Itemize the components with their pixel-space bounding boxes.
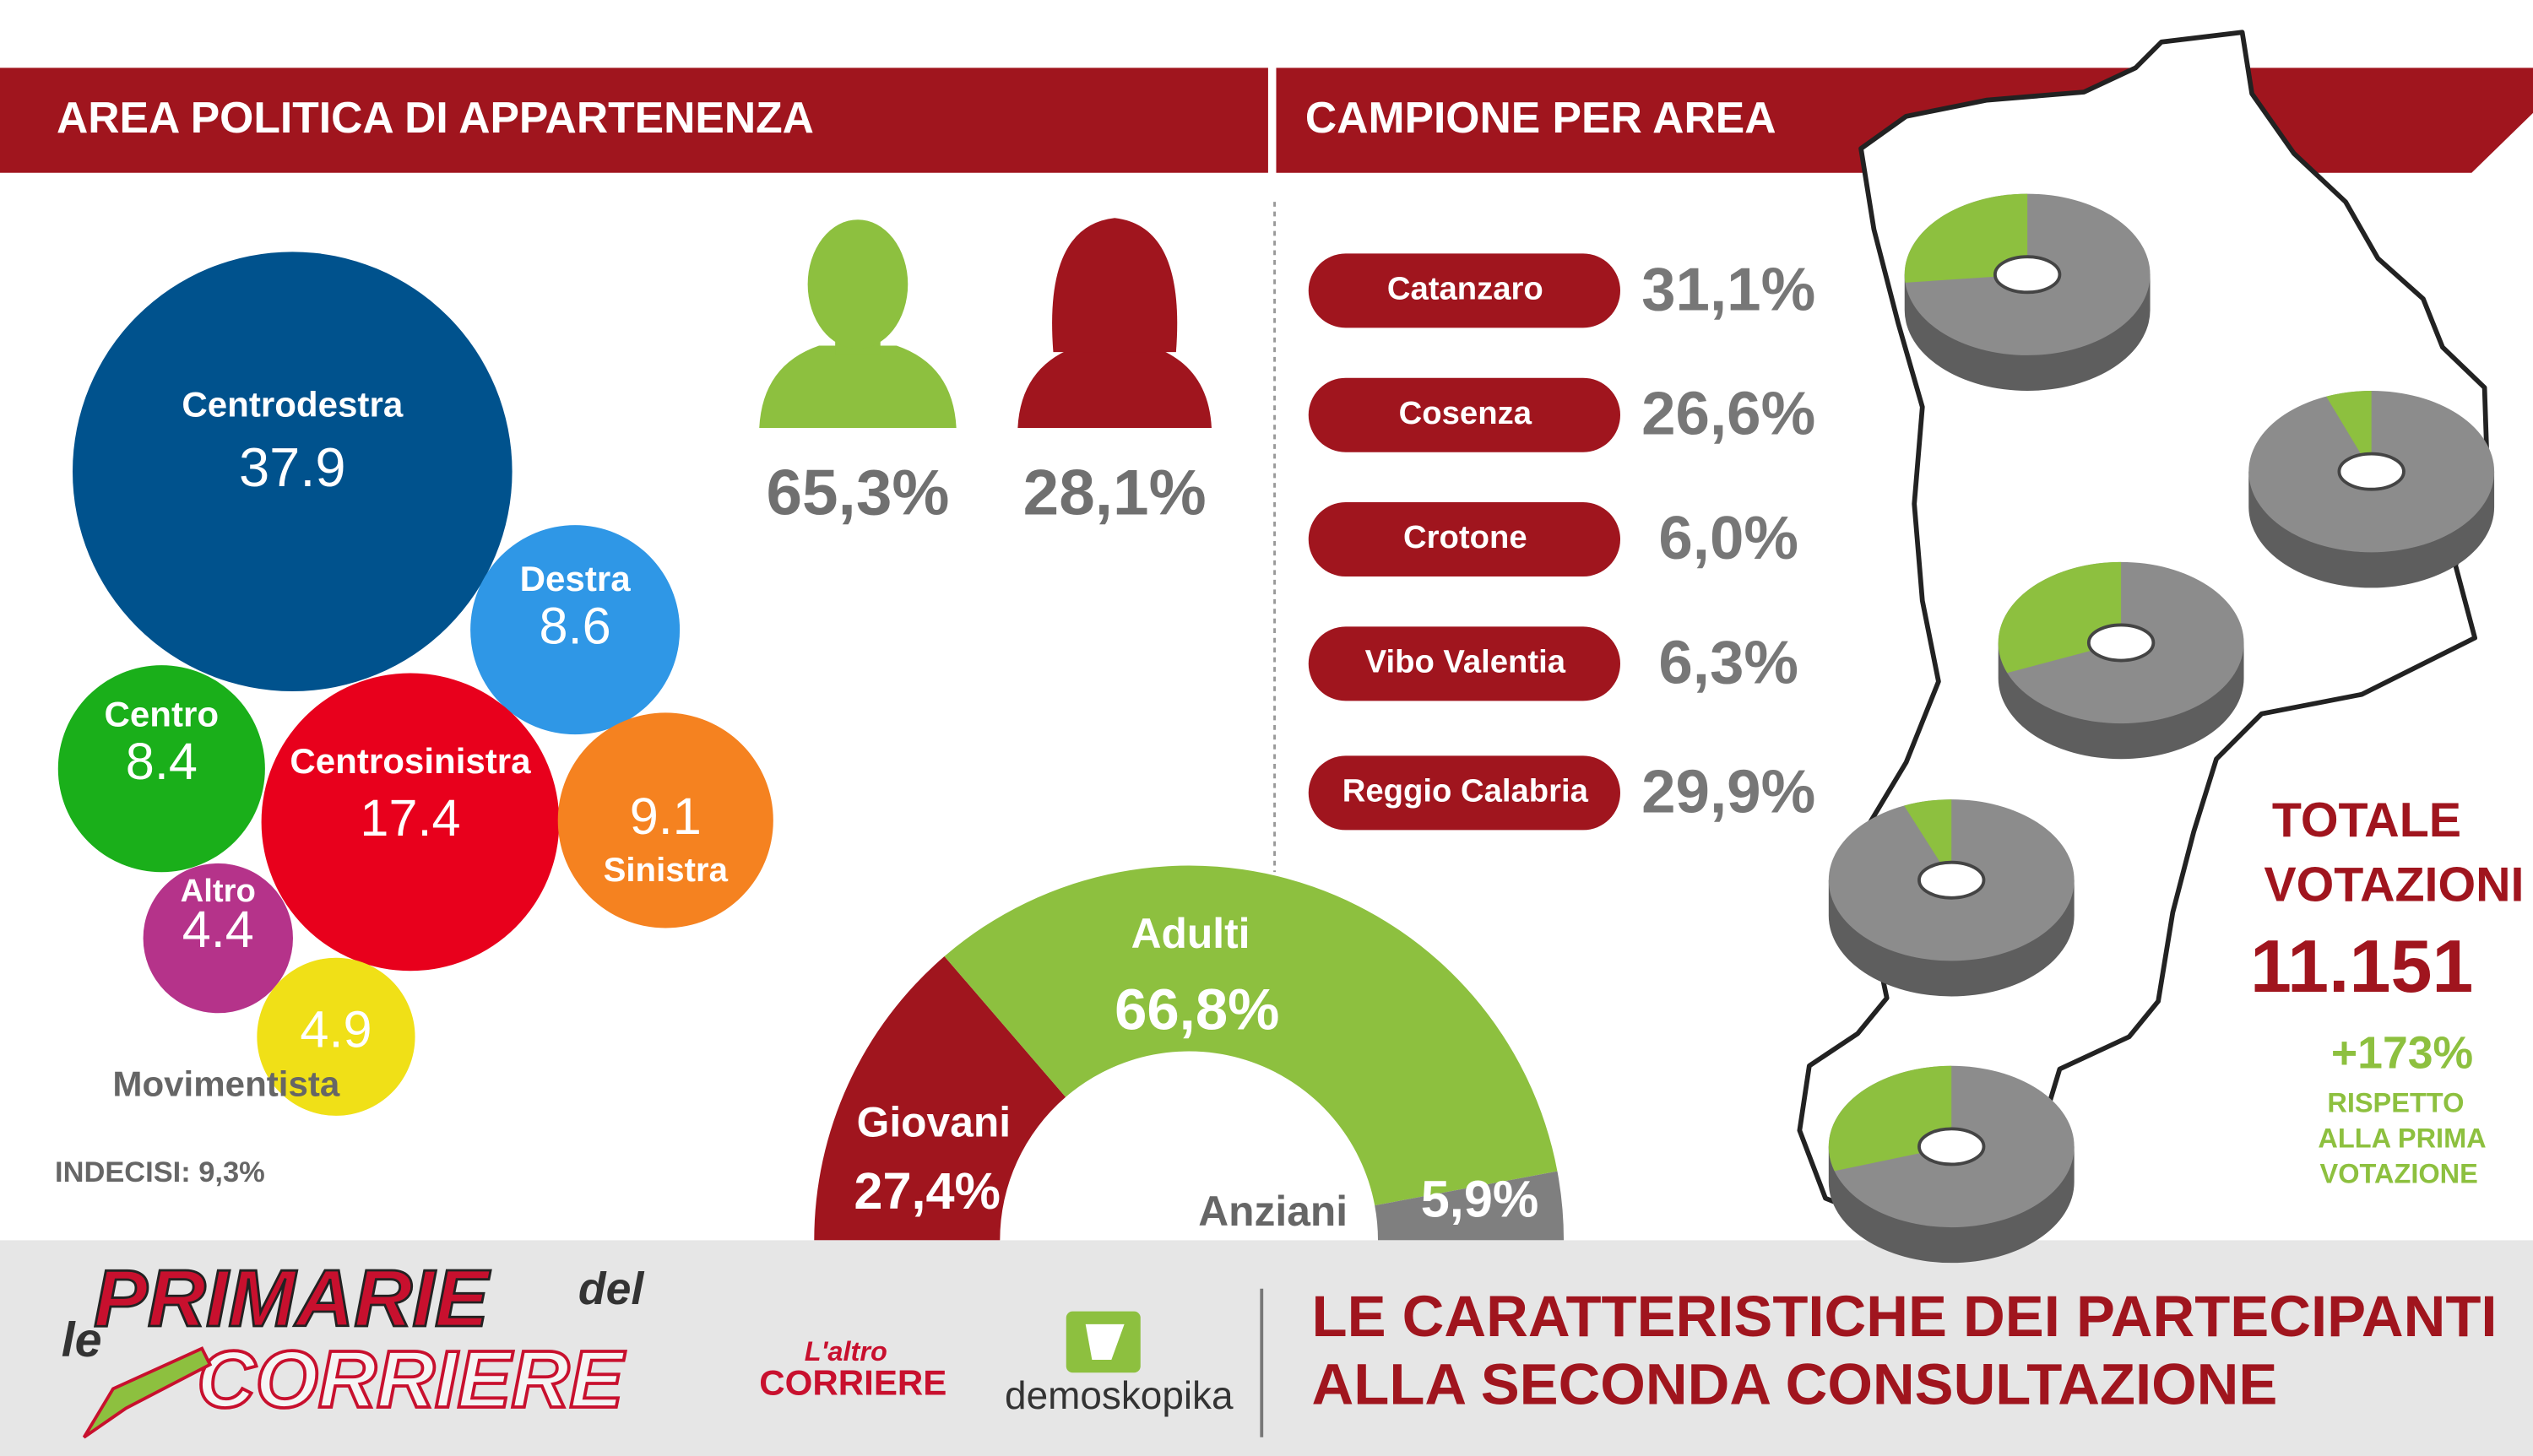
logo-pencil xyxy=(82,1346,213,1439)
section-title: CAMPIONE PER AREA xyxy=(1305,93,1776,142)
donut-segment xyxy=(944,865,1558,1206)
region-name: Reggio Calabria xyxy=(1342,773,1589,809)
region-name: Catanzaro xyxy=(1387,270,1543,306)
pie-hole xyxy=(1917,860,1986,900)
pie-hole xyxy=(1917,1127,1986,1166)
region-value: 6,3% xyxy=(1658,628,1798,696)
donut-segment xyxy=(1375,1171,1565,1241)
annotation: INDECISI: 9,3% xyxy=(55,1156,265,1188)
totals-note: RISPETTO xyxy=(2327,1087,2464,1118)
bubble xyxy=(143,863,293,1014)
bubble xyxy=(57,665,265,873)
bubble-label: Altro xyxy=(181,873,256,909)
bubble xyxy=(257,957,415,1116)
partner-logo: L'altro xyxy=(805,1336,887,1367)
region-value: 29,9% xyxy=(1641,757,1815,825)
sponsor-logo: demoskopika xyxy=(1005,1373,1234,1417)
totals-value: 11.151 xyxy=(2250,924,2473,1008)
logo-text: le xyxy=(62,1313,102,1367)
region-name: Vibo Valentia xyxy=(1365,643,1566,679)
sponsor-icon-shape xyxy=(1085,1323,1125,1360)
segment-label: Adulti xyxy=(1131,910,1250,957)
bubble-value: 8.6 xyxy=(540,597,611,654)
segment-value: 27,4% xyxy=(854,1162,1001,1220)
bubble-label: Centrodestra xyxy=(182,384,403,424)
region-pill xyxy=(1308,626,1621,701)
bubble-value: 9.1 xyxy=(630,788,702,845)
bubble-value: 37.9 xyxy=(239,436,346,498)
segment-label: Anziani xyxy=(1198,1188,1348,1235)
icon-hair xyxy=(1052,218,1178,353)
donut-segment xyxy=(814,956,1066,1241)
region-pill xyxy=(1308,253,1621,328)
region-pill xyxy=(1308,377,1621,452)
bubble-label: Destra xyxy=(520,559,632,598)
icon-body xyxy=(759,345,957,429)
bubble-value: 17.4 xyxy=(360,789,460,847)
bubble xyxy=(470,525,681,735)
logo-text: CORRIERE xyxy=(197,1334,626,1425)
icon-body xyxy=(1017,345,1212,429)
totals-note: ALLA PRIMA xyxy=(2318,1123,2486,1153)
person-icon xyxy=(759,219,957,429)
value-label: 28,1% xyxy=(1023,457,1207,529)
section-title: AREA POLITICA DI APPARTENENZA xyxy=(57,93,814,142)
pie-slice xyxy=(1904,799,1952,880)
bubble-value: 8.4 xyxy=(126,733,198,790)
totals-title: VOTAZIONI xyxy=(2264,858,2524,912)
footer-title: ALLA SECONDA CONSULTAZIONE xyxy=(1312,1352,2278,1417)
bubble xyxy=(261,673,560,972)
region-pill xyxy=(1308,755,1621,831)
segment-value: 66,8% xyxy=(1115,977,1279,1042)
bubble-value: 4.9 xyxy=(300,1001,372,1058)
segment-value: 5,9% xyxy=(1421,1171,1539,1228)
bubble-value: 4.4 xyxy=(182,901,254,958)
value-label: 65,3% xyxy=(766,457,949,529)
bubble-label: Centro xyxy=(105,695,220,734)
logo-text: PRIMARIE xyxy=(94,1253,491,1344)
region-name: Cosenza xyxy=(1399,395,1532,431)
pie-slice xyxy=(1904,193,2028,283)
pie-hole xyxy=(2337,452,2406,491)
totals-note: VOTAZIONE xyxy=(2320,1158,2478,1188)
logo-text: del xyxy=(578,1264,645,1314)
person-icon xyxy=(1017,218,1212,429)
pie-hole xyxy=(2086,623,2156,663)
footer-title: LE CARATTERISTICHE DEI PARTECIPANTI xyxy=(1312,1284,2498,1349)
partner-logo: CORRIERE xyxy=(759,1363,946,1403)
region-value: 26,6% xyxy=(1641,380,1815,448)
totals-title: TOTALE xyxy=(2272,793,2461,847)
bubble-label: Movimentista xyxy=(112,1064,339,1104)
region-name: Crotone xyxy=(1403,519,1527,555)
icon-head xyxy=(807,219,909,349)
region-pill xyxy=(1308,502,1621,577)
bubble-label: Sinistra xyxy=(604,851,729,889)
bubble-label: Centrosinistra xyxy=(290,741,531,781)
pie-slice xyxy=(2326,391,2372,472)
totals-change: +173% xyxy=(2331,1028,2473,1078)
region-value: 31,1% xyxy=(1641,255,1815,323)
segment-label: Giovani xyxy=(857,1099,1011,1146)
bubble xyxy=(557,712,773,928)
header-bar-left xyxy=(0,68,1268,173)
bubble xyxy=(72,252,513,691)
region-value: 6,0% xyxy=(1658,504,1798,572)
footer-bar xyxy=(0,1240,2533,1456)
pie-hole xyxy=(1993,255,2062,295)
